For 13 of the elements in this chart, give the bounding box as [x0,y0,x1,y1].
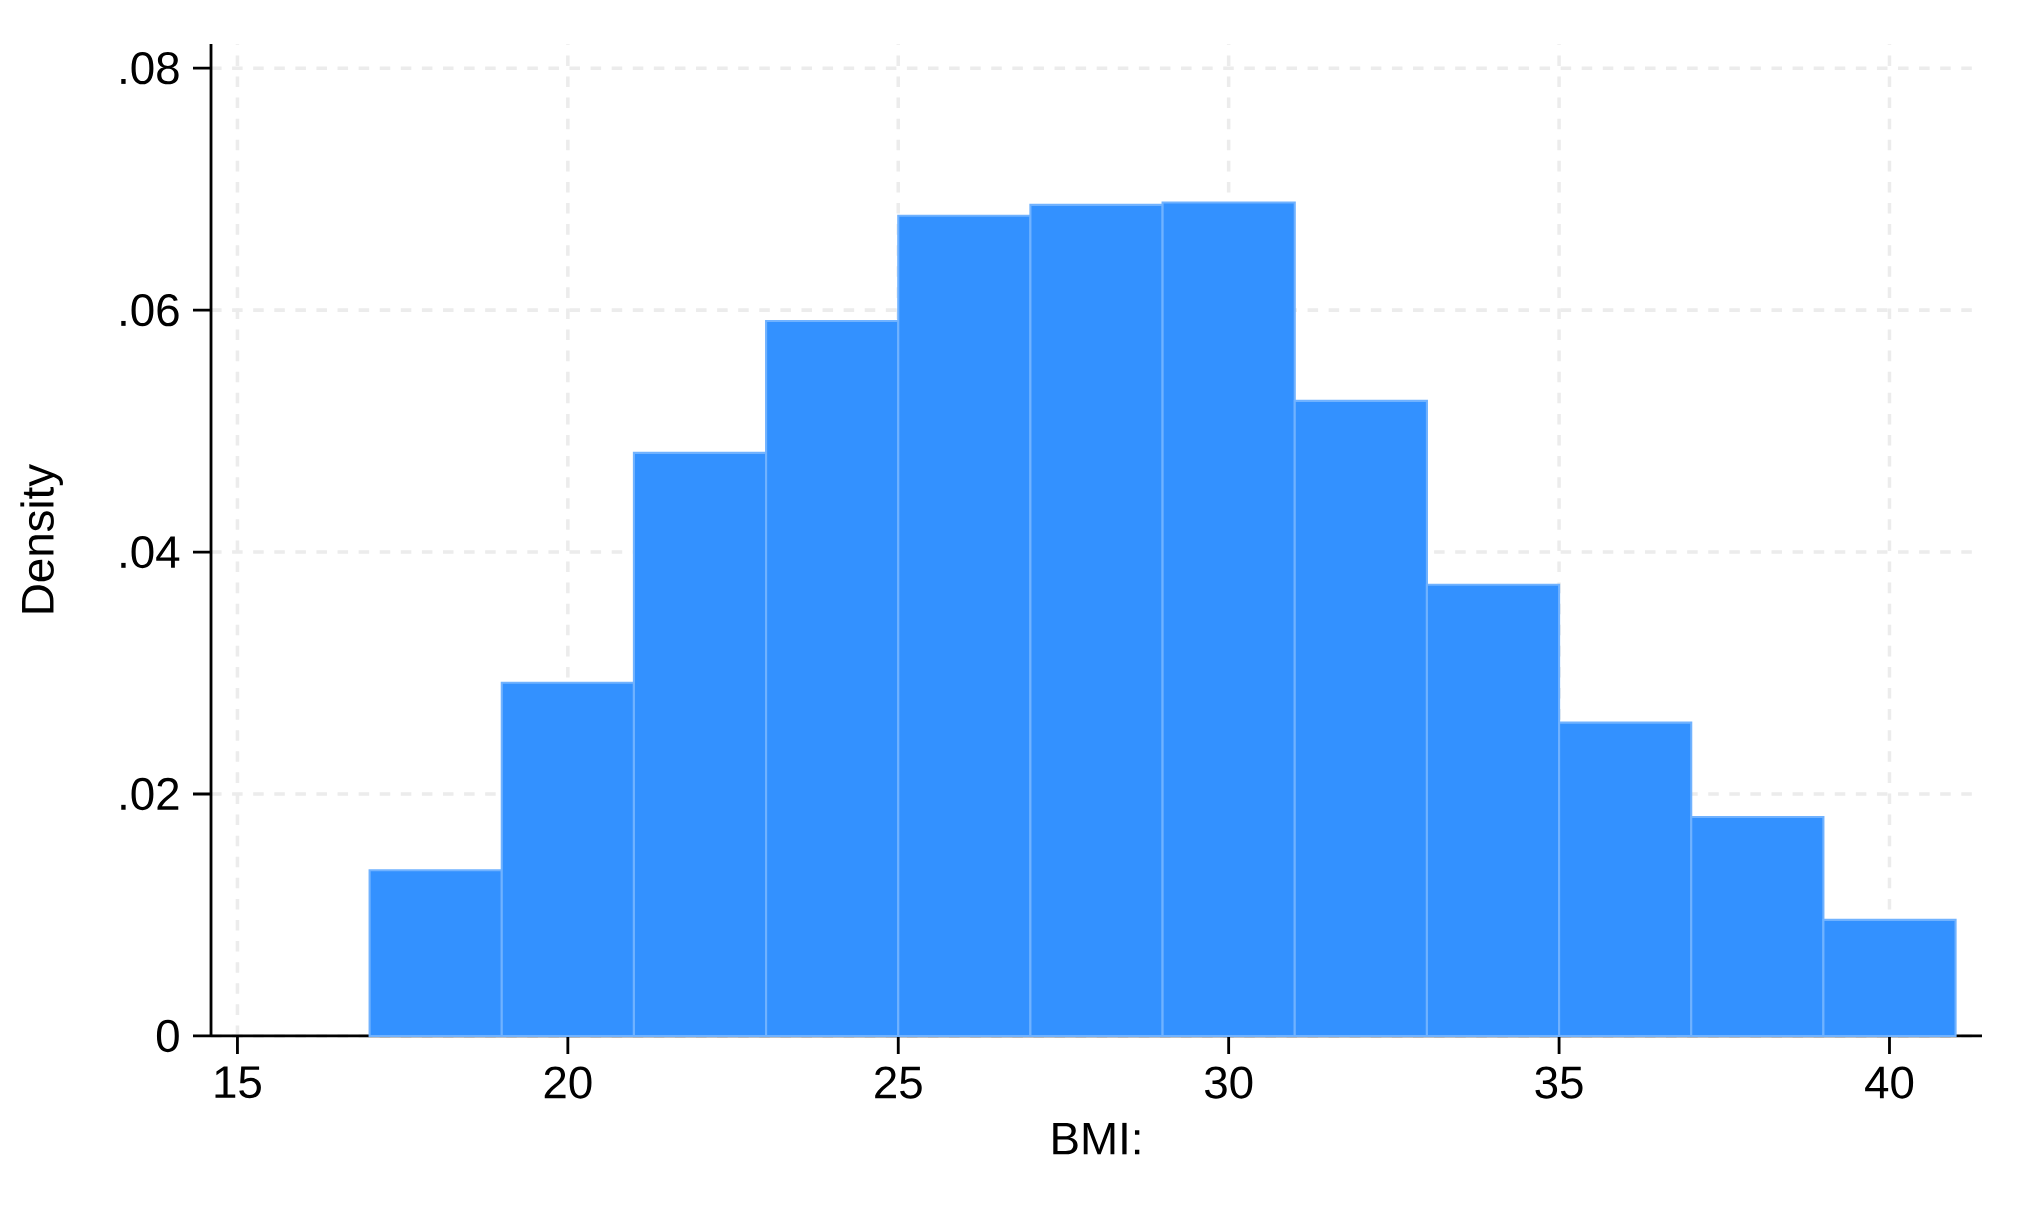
y-tick-label: .08 [121,52,179,85]
y-tick-label: 0 [156,1019,179,1053]
x-tick-label: 35 [1535,1066,1583,1099]
x-axis-title: BMI: [1053,1122,1140,1155]
y-tick-label: .02 [121,777,179,811]
y-tick-label: .04 [121,535,180,569]
x-tick-label: 20 [544,1066,592,1099]
x-tick-label: 15 [215,1066,261,1099]
y-axis-title: Density [20,463,63,613]
x-tick-label: 30 [1205,1066,1253,1099]
x-tick-label: 25 [875,1066,922,1099]
y-tick-label: .06 [121,293,179,327]
x-tick-label: 40 [1865,1066,1914,1099]
